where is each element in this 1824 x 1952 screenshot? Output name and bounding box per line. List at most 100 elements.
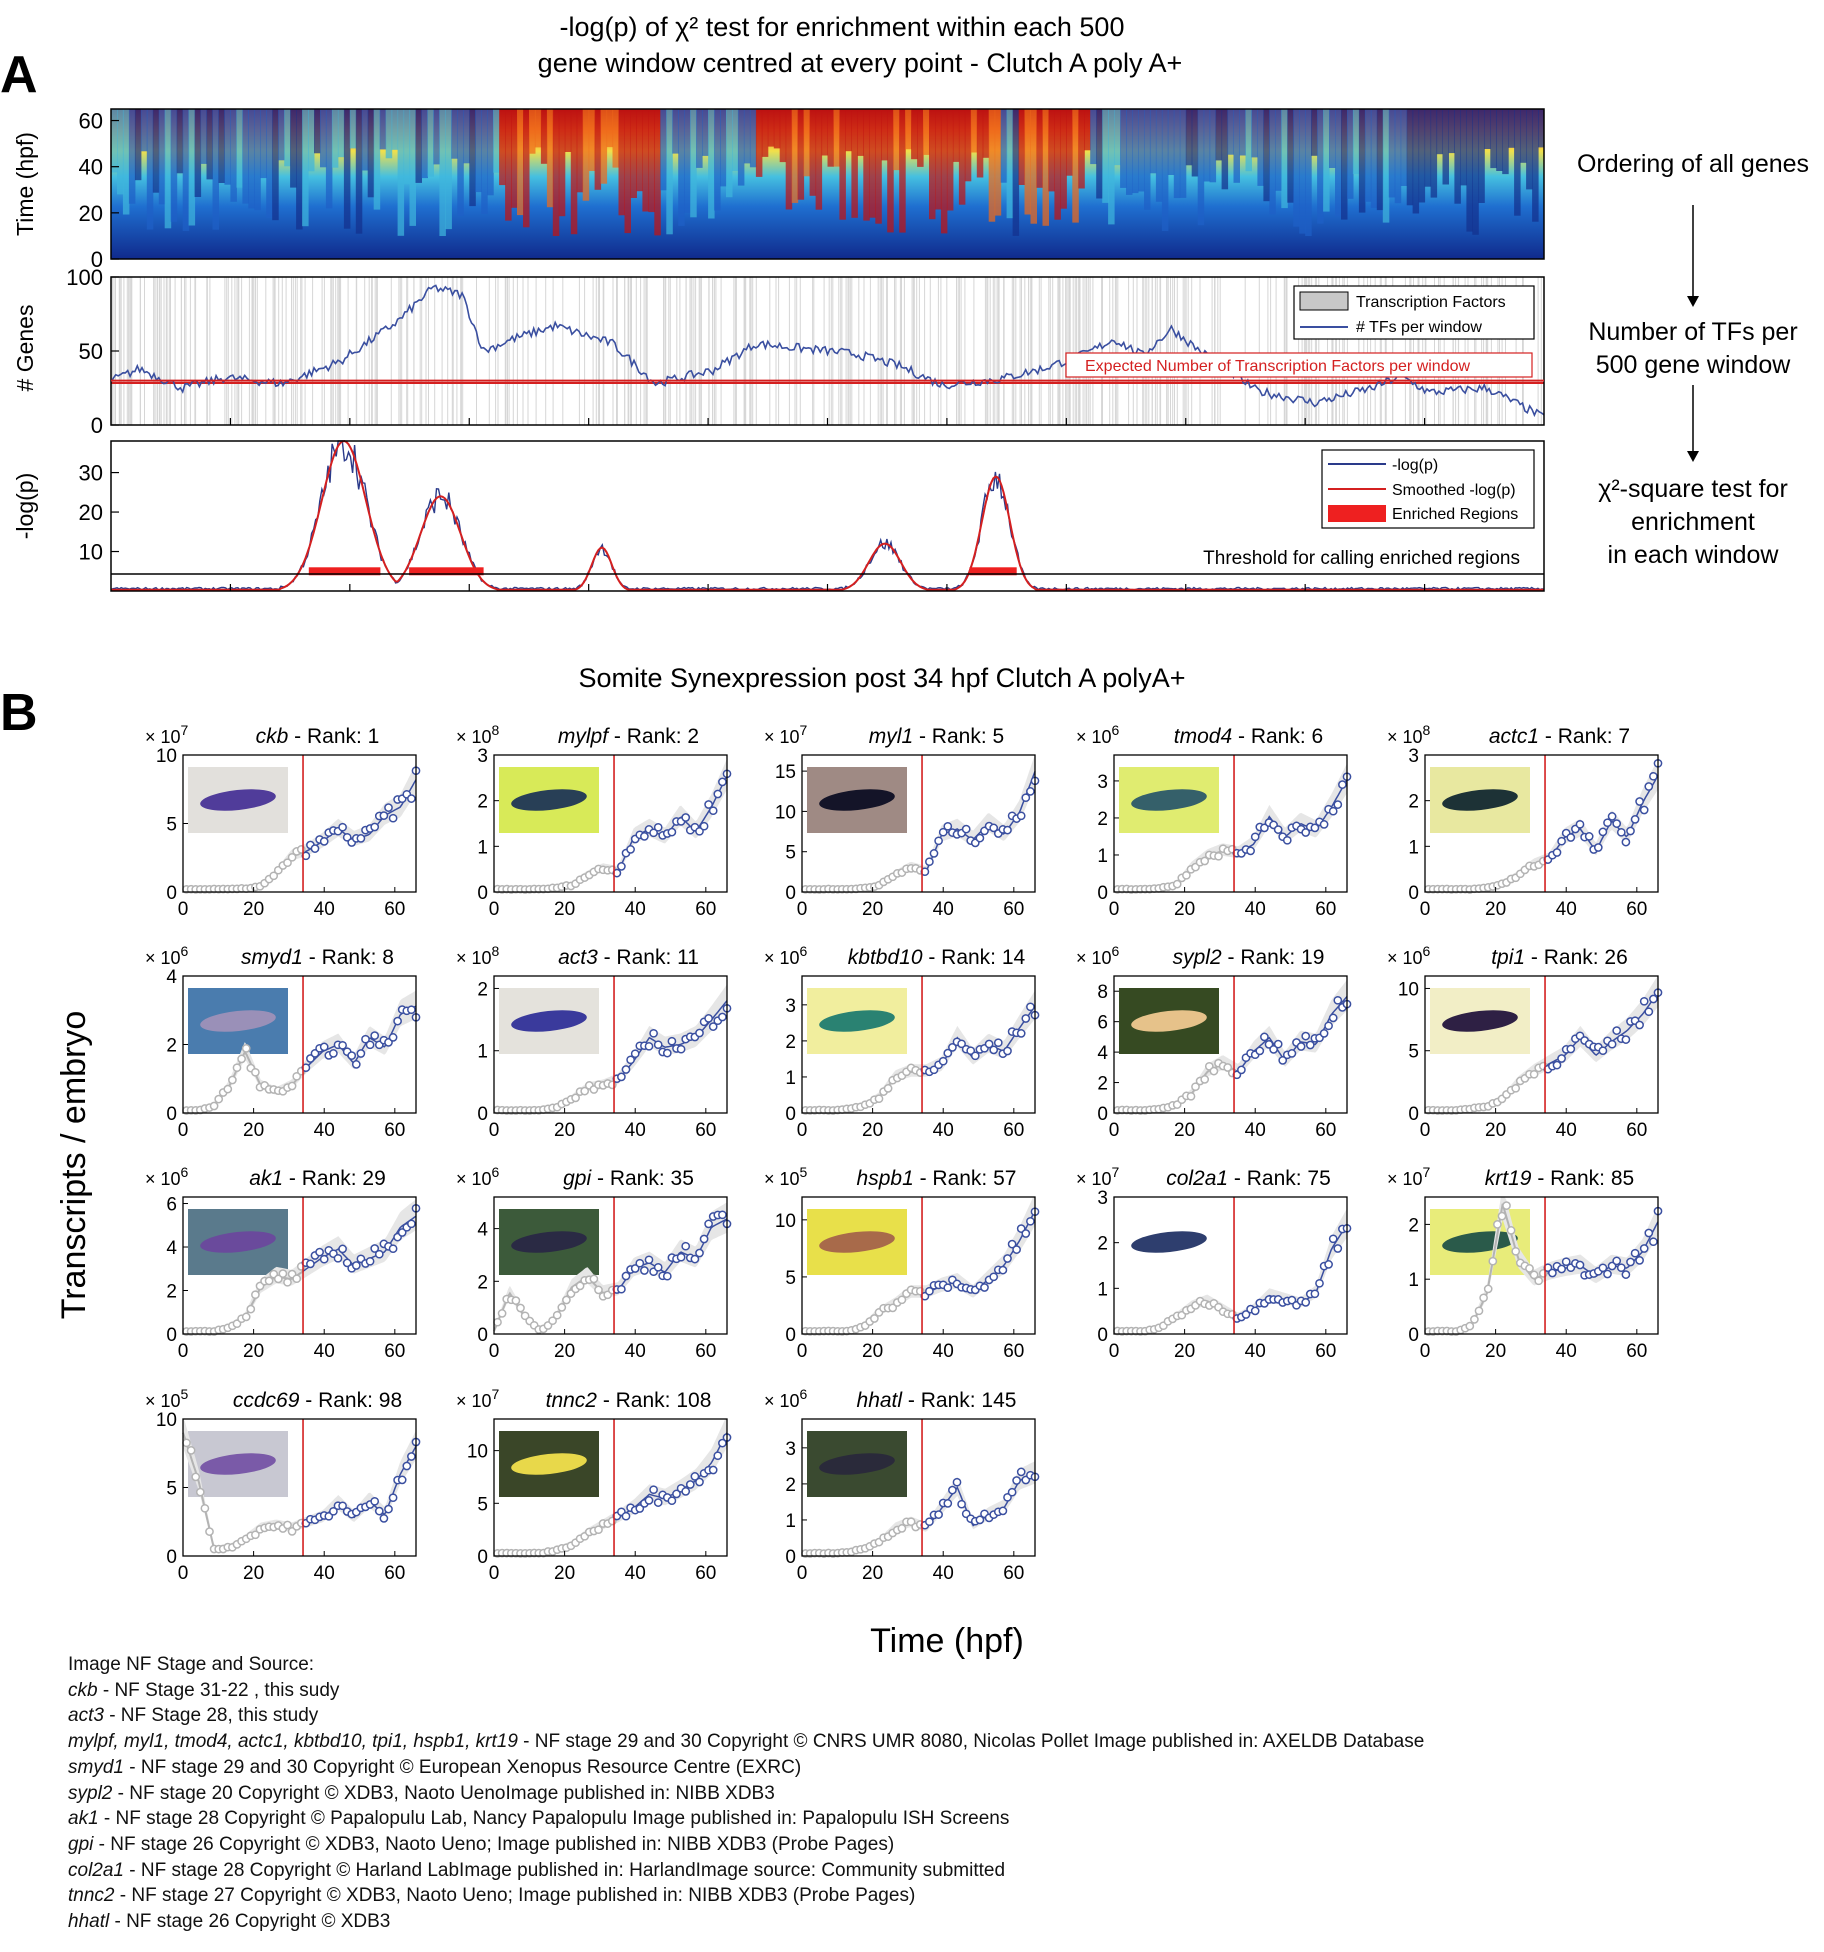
credit-genes: ckb <box>68 1679 98 1701</box>
data-point <box>319 837 329 846</box>
data-point <box>1548 1268 1557 1278</box>
y-tick-label: 5 <box>166 815 177 836</box>
heatmap-column <box>899 109 906 233</box>
data-point <box>1511 1083 1521 1093</box>
heatmap-column <box>170 109 178 222</box>
heatmap-column <box>1006 109 1014 219</box>
gene-rank: - Rank: 75 <box>1228 1167 1331 1190</box>
x-tick-label: 40 <box>625 1120 646 1141</box>
y-tick-label: 3 <box>785 1439 796 1460</box>
heatmap-column <box>117 109 124 195</box>
tf-legend-label-tf: Transcription Factors <box>1356 294 1506 311</box>
y-tick-label: 2 <box>1097 1234 1108 1255</box>
data-point <box>370 822 380 832</box>
x-tick-label: 20 <box>862 1120 883 1141</box>
data-point <box>626 845 635 854</box>
data-point <box>1552 1060 1562 1070</box>
heatmap-column <box>803 109 811 177</box>
panel-a-title-line2: gene window centred at every point - Clu… <box>538 48 1183 78</box>
data-point <box>989 1272 999 1282</box>
heatmap-column <box>1364 109 1372 202</box>
y-tick-label: 0 <box>477 883 488 904</box>
threshold-label: Threshold for calling enriched regions <box>1203 548 1520 569</box>
data-point <box>929 849 939 858</box>
exponent-value: 6 <box>181 943 189 959</box>
pre-cutoff-line <box>183 851 304 891</box>
exponent-label: × 107 <box>764 722 808 747</box>
credit-line: hhatl - NF stage 26 Copyright © XDB3 <box>68 1909 1424 1935</box>
data-point <box>1465 1321 1475 1331</box>
data-point <box>1566 1044 1576 1054</box>
heatmap-column <box>1102 109 1109 203</box>
data-point <box>1644 1007 1654 1017</box>
x-tick-label: 20 <box>554 1341 575 1362</box>
panel-b-ylabel: Transcripts / embryo <box>55 1011 93 1320</box>
credit-genes: mylpf, myl1, tmod4, actc1, kbtbd10, tpi1… <box>68 1731 518 1753</box>
data-point <box>1626 1257 1635 1267</box>
gene-title: tnnc2 - Rank: 108 <box>546 1389 712 1412</box>
credit-text: - NF Stage 31-22 , this sudy <box>97 1679 340 1701</box>
heatmap-column <box>176 109 184 174</box>
data-point <box>1621 837 1631 847</box>
data-point <box>1026 1002 1035 1012</box>
heatmap-column <box>732 109 739 171</box>
x-tick-label: 0 <box>489 1341 500 1362</box>
gene-rank: - Rank: 11 <box>598 946 699 969</box>
heatmap-column <box>1042 109 1049 226</box>
data-point <box>1479 1293 1488 1303</box>
data-point <box>708 1465 718 1475</box>
heatmap-column <box>1526 109 1533 190</box>
data-point <box>925 1286 934 1296</box>
data-point <box>287 1081 297 1091</box>
heatmap-column <box>397 109 405 236</box>
data-point <box>676 1252 686 1262</box>
heatmap-column <box>1090 109 1097 165</box>
heatmap-column <box>355 109 363 234</box>
heatmap-column <box>302 109 309 227</box>
heatmap-column <box>1048 109 1055 192</box>
data-point <box>713 789 723 799</box>
y-tick-label: 6 <box>166 1195 177 1216</box>
data-point <box>640 832 649 841</box>
plot-frame <box>1424 754 1659 893</box>
data-point <box>667 1496 677 1506</box>
panel-b-xlabel: Time (hpf) <box>870 1622 1024 1660</box>
gene-rank: - Rank: 14 <box>923 946 1026 969</box>
data-point <box>1250 1306 1260 1316</box>
exponent-value: 8 <box>1423 722 1431 738</box>
heatmap-column <box>952 109 960 162</box>
data-point <box>644 1041 654 1051</box>
data-point <box>251 1290 260 1300</box>
heatmap-column <box>1155 109 1163 202</box>
data-point <box>1470 1315 1479 1324</box>
data-point <box>1287 1295 1297 1305</box>
data-point <box>640 1266 649 1275</box>
data-point <box>347 1051 357 1060</box>
x-tick-label: 0 <box>1420 1341 1431 1362</box>
data-point <box>1324 1260 1333 1269</box>
data-point <box>388 1244 398 1254</box>
data-point <box>943 1283 953 1293</box>
heatmap-column <box>863 109 870 221</box>
heatmap-column <box>1448 109 1455 154</box>
heatmap-column <box>1305 109 1312 236</box>
data-point <box>552 1310 562 1320</box>
heatmap-column <box>923 109 930 155</box>
x-tick-label: 0 <box>489 1563 500 1584</box>
credit-genes: sypl2 <box>68 1782 113 1804</box>
plot-frame <box>493 975 728 1114</box>
plot-frame <box>1113 975 1348 1114</box>
heatmap-column <box>1054 109 1061 220</box>
exponent-label: × 107 <box>145 722 189 747</box>
data-point <box>214 1094 224 1104</box>
heatmap-column <box>1060 109 1067 209</box>
gene-name: smyd1 <box>241 946 303 969</box>
heatmap-column <box>212 109 219 230</box>
gene-rank: - Rank: 8 <box>303 946 394 969</box>
data-point <box>718 1438 727 1448</box>
data-point <box>888 1303 898 1313</box>
heatmap-column <box>1430 109 1438 198</box>
data-point <box>594 1285 603 1295</box>
data-point <box>1241 1310 1251 1319</box>
x-tick-label: 60 <box>1315 1120 1336 1141</box>
